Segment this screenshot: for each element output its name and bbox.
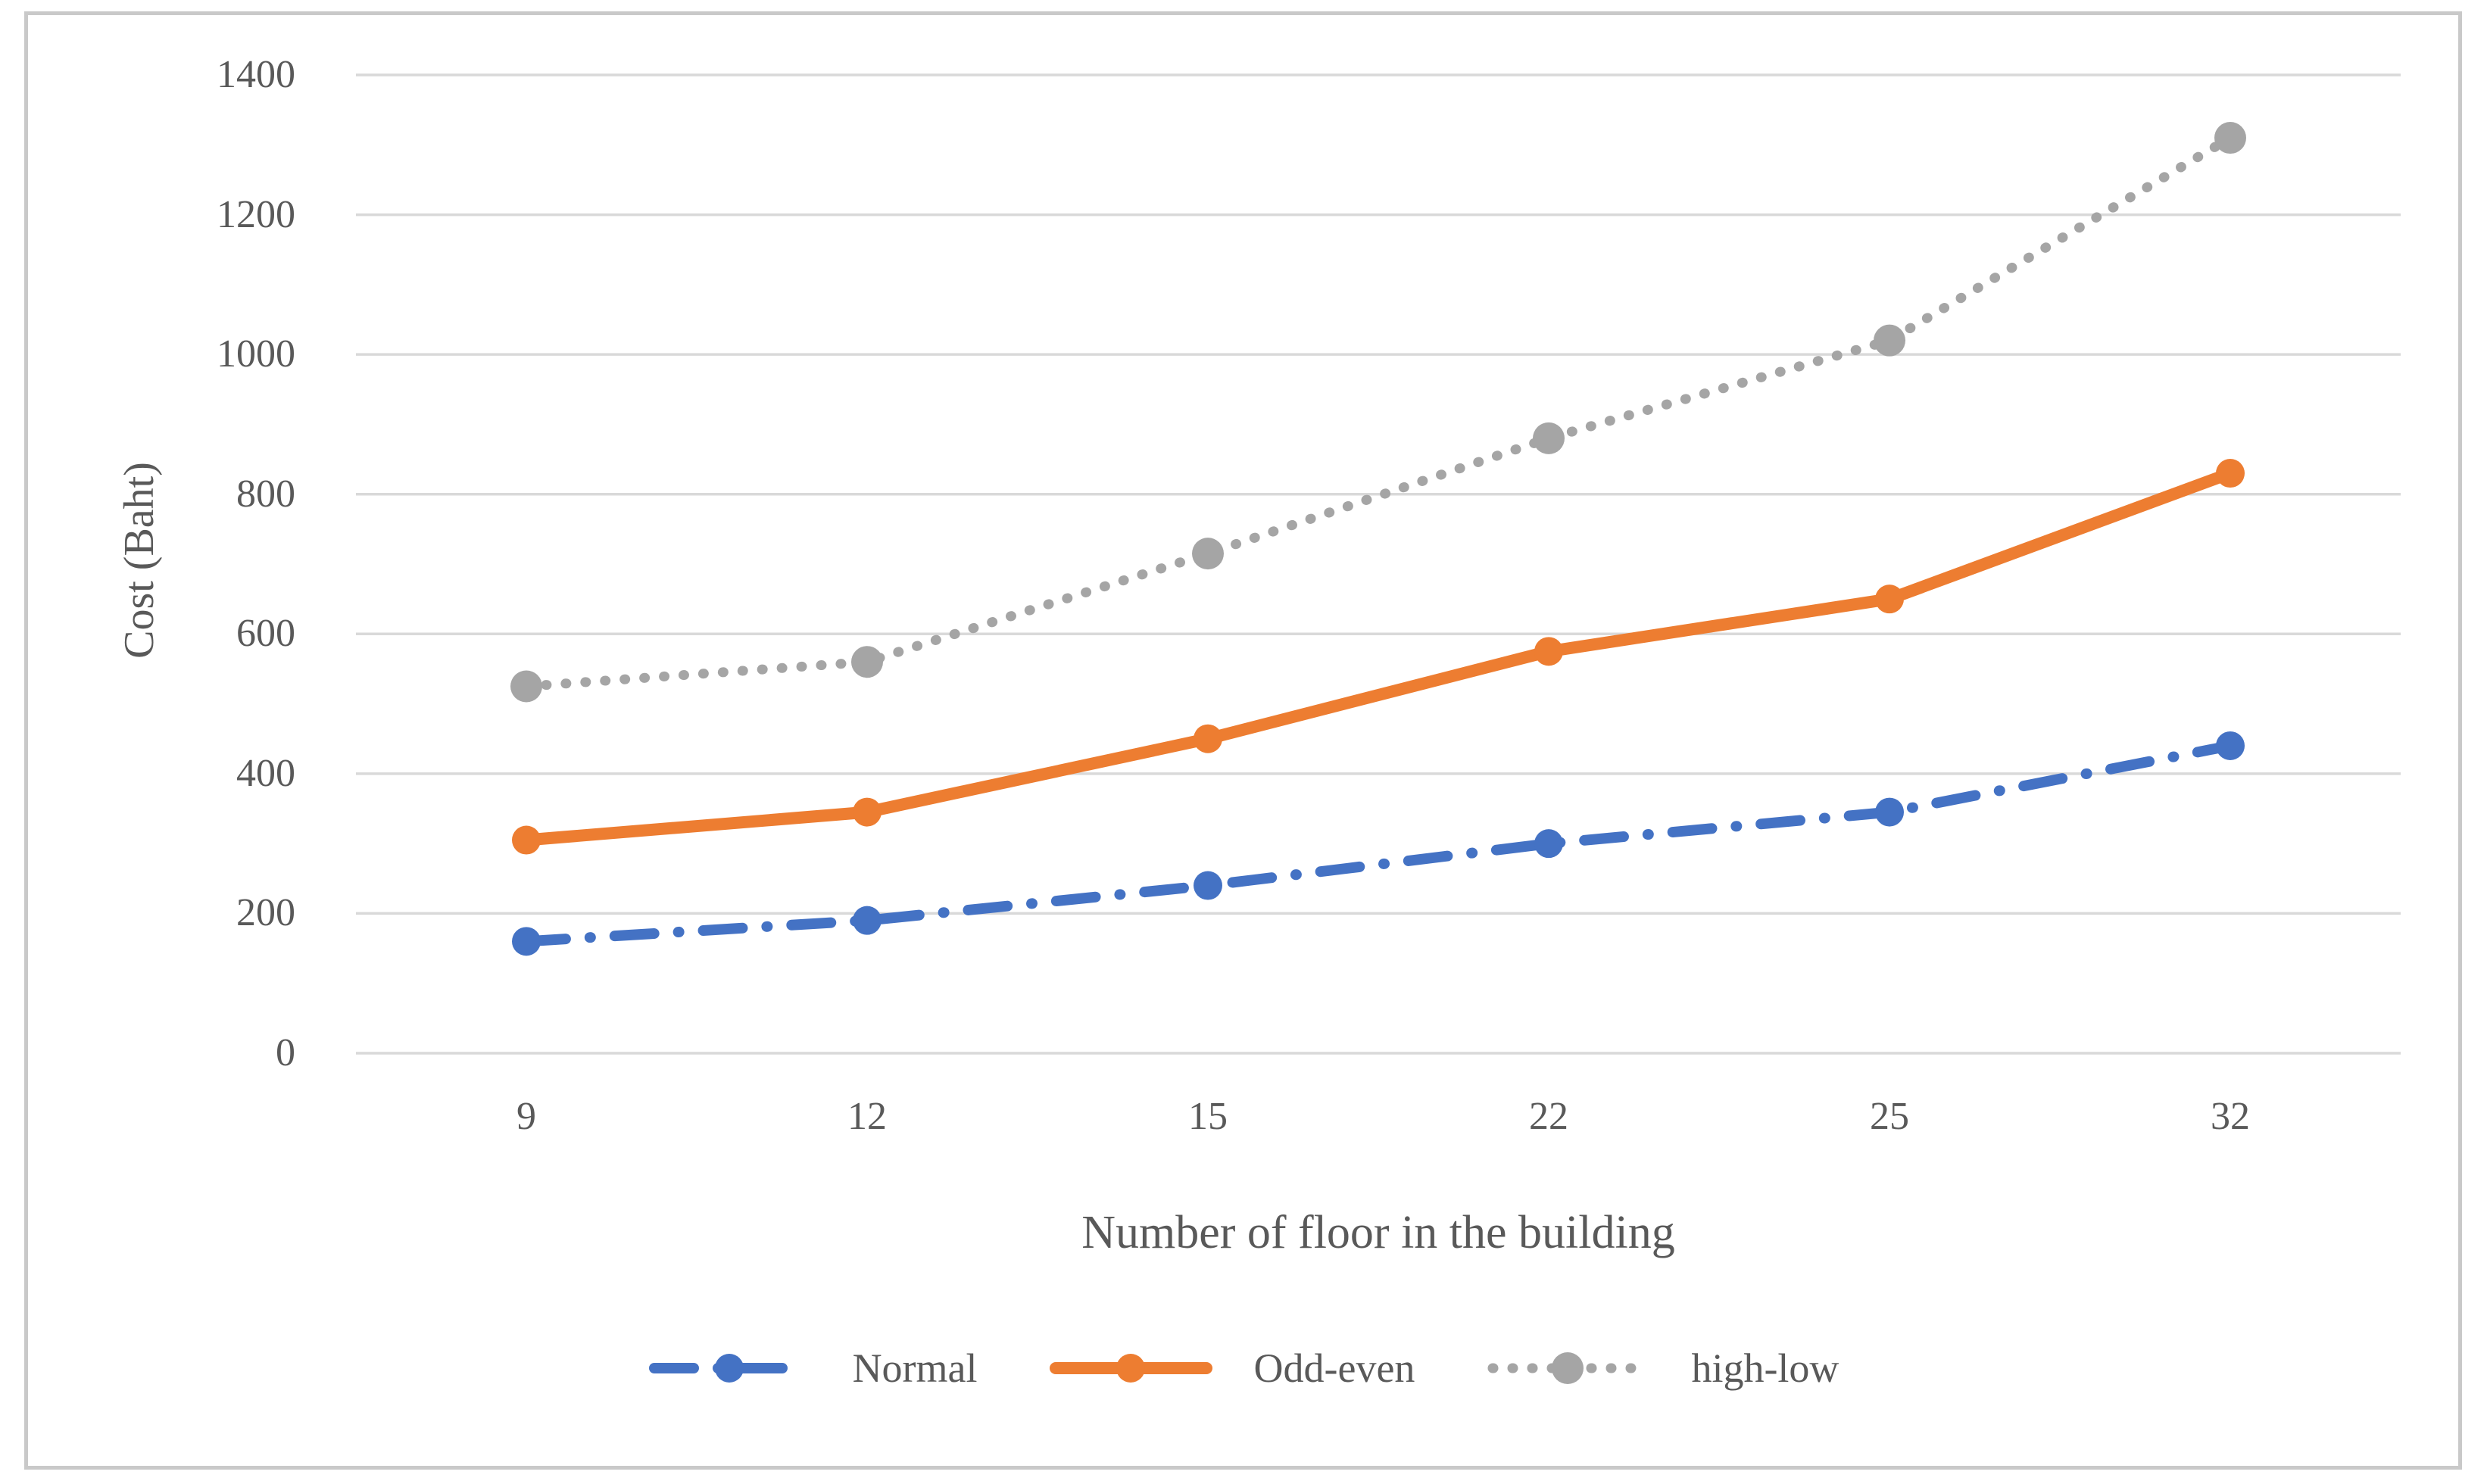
legend-marker <box>1116 1354 1145 1383</box>
legend-key-Odd-even <box>1049 1354 1212 1383</box>
legend-marker <box>1552 1352 1584 1384</box>
legend-item-Normal: Normal <box>648 1338 978 1398</box>
x-tick-label: 15 <box>1188 1095 1228 1138</box>
series-high-low <box>510 122 2246 703</box>
series-Odd-even <box>512 459 2245 855</box>
data-point-marker <box>1875 797 1904 827</box>
y-tick-label: 0 <box>276 1031 295 1074</box>
data-point-marker <box>2216 459 2245 488</box>
y-tick-label: 400 <box>236 751 295 795</box>
y-tick-label: 1400 <box>217 53 295 96</box>
x-tick-label: 12 <box>847 1095 887 1138</box>
data-point-marker <box>512 825 541 855</box>
data-point-marker <box>2216 731 2245 760</box>
x-tick-label: 32 <box>2211 1095 2250 1138</box>
data-point-marker <box>1192 538 1224 570</box>
x-tick-label: 25 <box>1870 1095 1909 1138</box>
y-tick-label: 1200 <box>217 192 295 236</box>
y-tick-label: 800 <box>236 472 295 516</box>
y-tick-label: 600 <box>236 612 295 656</box>
data-point-marker <box>1194 871 1222 900</box>
data-point-marker <box>1194 724 1222 753</box>
data-point-marker <box>1875 585 1904 614</box>
data-point-marker <box>510 670 542 703</box>
data-point-marker <box>851 646 883 678</box>
x-tick-label: 22 <box>1529 1095 1568 1138</box>
series-Normal <box>512 731 2245 956</box>
legend-item-high-low: high-low <box>1487 1338 1839 1398</box>
data-point-marker <box>1533 422 1565 454</box>
data-point-marker <box>1874 324 1905 357</box>
legend-key-Normal <box>648 1354 810 1383</box>
legend-label: Normal <box>852 1345 978 1391</box>
series-line-high-low <box>521 132 2236 691</box>
figure-frame <box>24 11 2462 1470</box>
y-axis-title: Cost (Baht) <box>116 462 163 659</box>
series-line-Odd-even <box>520 467 2236 846</box>
x-axis-title: Number of floor in the building <box>1081 1207 1675 1258</box>
data-point-marker <box>853 906 882 935</box>
legend-item-Odd-even: Odd-even <box>1049 1338 1415 1398</box>
legend-key-high-low <box>1487 1352 1649 1384</box>
series-line-Normal <box>521 740 2236 947</box>
y-tick-label: 1000 <box>217 332 295 376</box>
data-point-marker <box>512 927 541 956</box>
legend-marker <box>714 1354 744 1383</box>
data-point-marker <box>1534 637 1563 666</box>
legend-label: high-low <box>1691 1345 1840 1391</box>
legend: Normal Odd-even high-low <box>0 1334 2487 1402</box>
data-point-marker <box>2214 122 2246 154</box>
gridlines <box>356 73 2401 1055</box>
x-tick-label: 9 <box>516 1095 536 1138</box>
y-tick-label: 200 <box>236 891 295 935</box>
legend-label: Odd-even <box>1253 1345 1415 1391</box>
data-point-marker <box>853 797 882 827</box>
data-point-marker <box>1534 829 1563 859</box>
